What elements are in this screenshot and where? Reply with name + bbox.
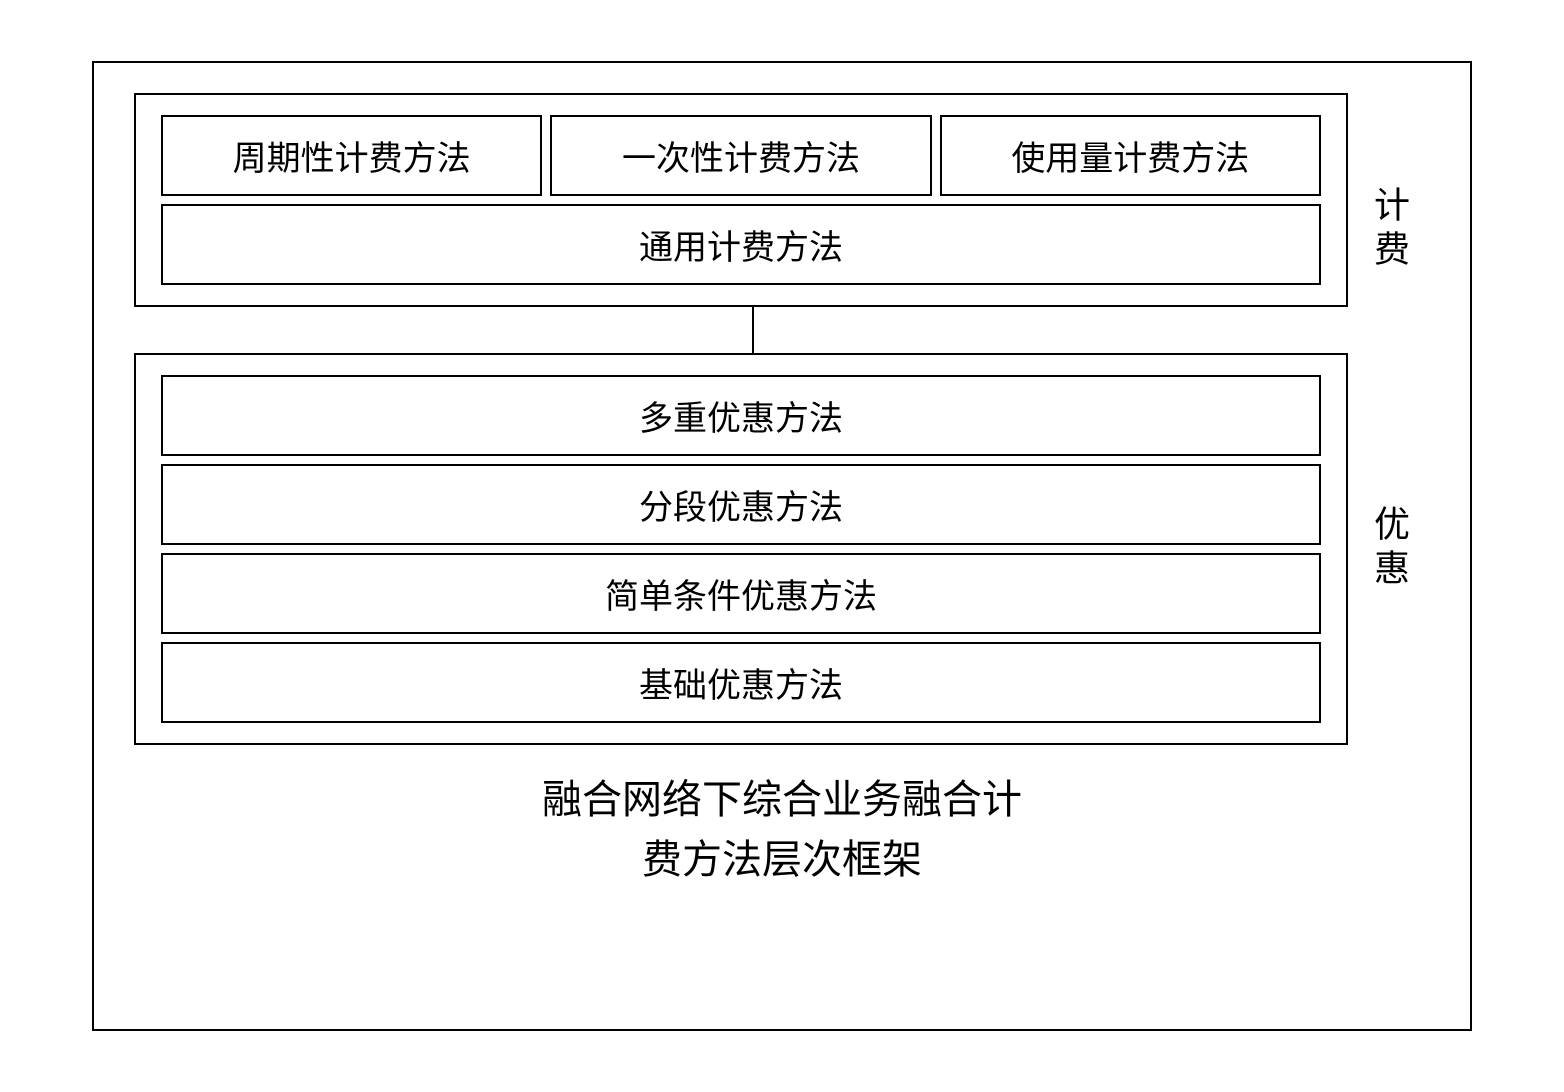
billing-method-generic: 通用计费方法: [161, 204, 1321, 285]
connector-wrap: [134, 307, 1430, 353]
billing-side-label: 计费: [1348, 123, 1430, 337]
discount-method-multiple: 多重优惠方法: [161, 375, 1321, 456]
billing-top-row: 周期性计费方法 一次性计费方法 使用量计费方法: [161, 115, 1321, 196]
billing-section-wrap: 周期性计费方法 一次性计费方法 使用量计费方法 通用计费方法 计费: [134, 93, 1430, 307]
discount-section-wrap: 多重优惠方法 分段优惠方法 简单条件优惠方法 基础优惠方法 优惠: [134, 353, 1430, 745]
billing-method-usage: 使用量计费方法: [940, 115, 1321, 196]
discount-method-segmented: 分段优惠方法: [161, 464, 1321, 545]
caption-line1: 融合网络下综合业务融合计: [542, 777, 1022, 822]
discount-side-label: 优惠: [1348, 353, 1430, 745]
discount-section: 多重优惠方法 分段优惠方法 简单条件优惠方法 基础优惠方法: [134, 353, 1348, 745]
diagram-caption: 融合网络下综合业务融合计 费方法层次框架: [134, 770, 1430, 890]
discount-method-simplecond: 简单条件优惠方法: [161, 553, 1321, 634]
diagram-frame: 周期性计费方法 一次性计费方法 使用量计费方法 通用计费方法 计费 多重优惠方法…: [92, 61, 1472, 1031]
caption-line2: 费方法层次框架: [642, 837, 922, 882]
discount-method-base: 基础优惠方法: [161, 642, 1321, 723]
connector-line: [752, 307, 754, 353]
billing-section: 周期性计费方法 一次性计费方法 使用量计费方法 通用计费方法: [134, 93, 1348, 307]
billing-method-periodic: 周期性计费方法: [161, 115, 542, 196]
billing-method-onetime: 一次性计费方法: [550, 115, 931, 196]
